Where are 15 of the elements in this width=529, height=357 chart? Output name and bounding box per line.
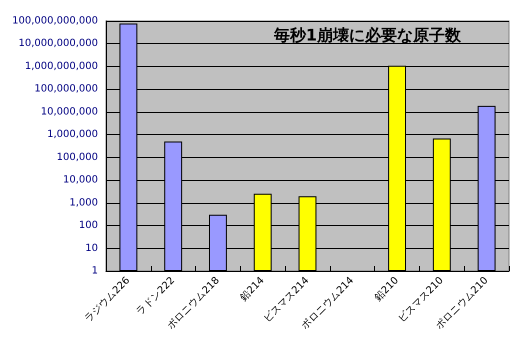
y-tick-label: 10,000 — [63, 174, 98, 186]
y-tick-label: 10 — [85, 242, 98, 254]
y-tick-label: 10,000,000 — [40, 106, 98, 118]
y-tick-label: 100,000,000 — [34, 84, 98, 95]
y-tick-label: 1,000,000,000 — [24, 60, 98, 72]
y-tick-label: 100,000,000,000 — [12, 16, 98, 26]
x-tick-label: 鉛210 — [372, 275, 401, 304]
y-tick-label: 10,000,000,000 — [18, 38, 98, 50]
y-tick-label: 1 — [92, 266, 98, 276]
y-tick-label: 100 — [78, 220, 98, 232]
x-tick-label: 鉛214 — [238, 275, 267, 304]
chart-title: 毎秒1崩壊に必要な原子数 — [272, 26, 462, 44]
y-tick-label: 100,000 — [56, 152, 98, 163]
y-tick-label: 1,000,000 — [47, 129, 98, 140]
y-tick-label: 1,000 — [69, 197, 98, 208]
